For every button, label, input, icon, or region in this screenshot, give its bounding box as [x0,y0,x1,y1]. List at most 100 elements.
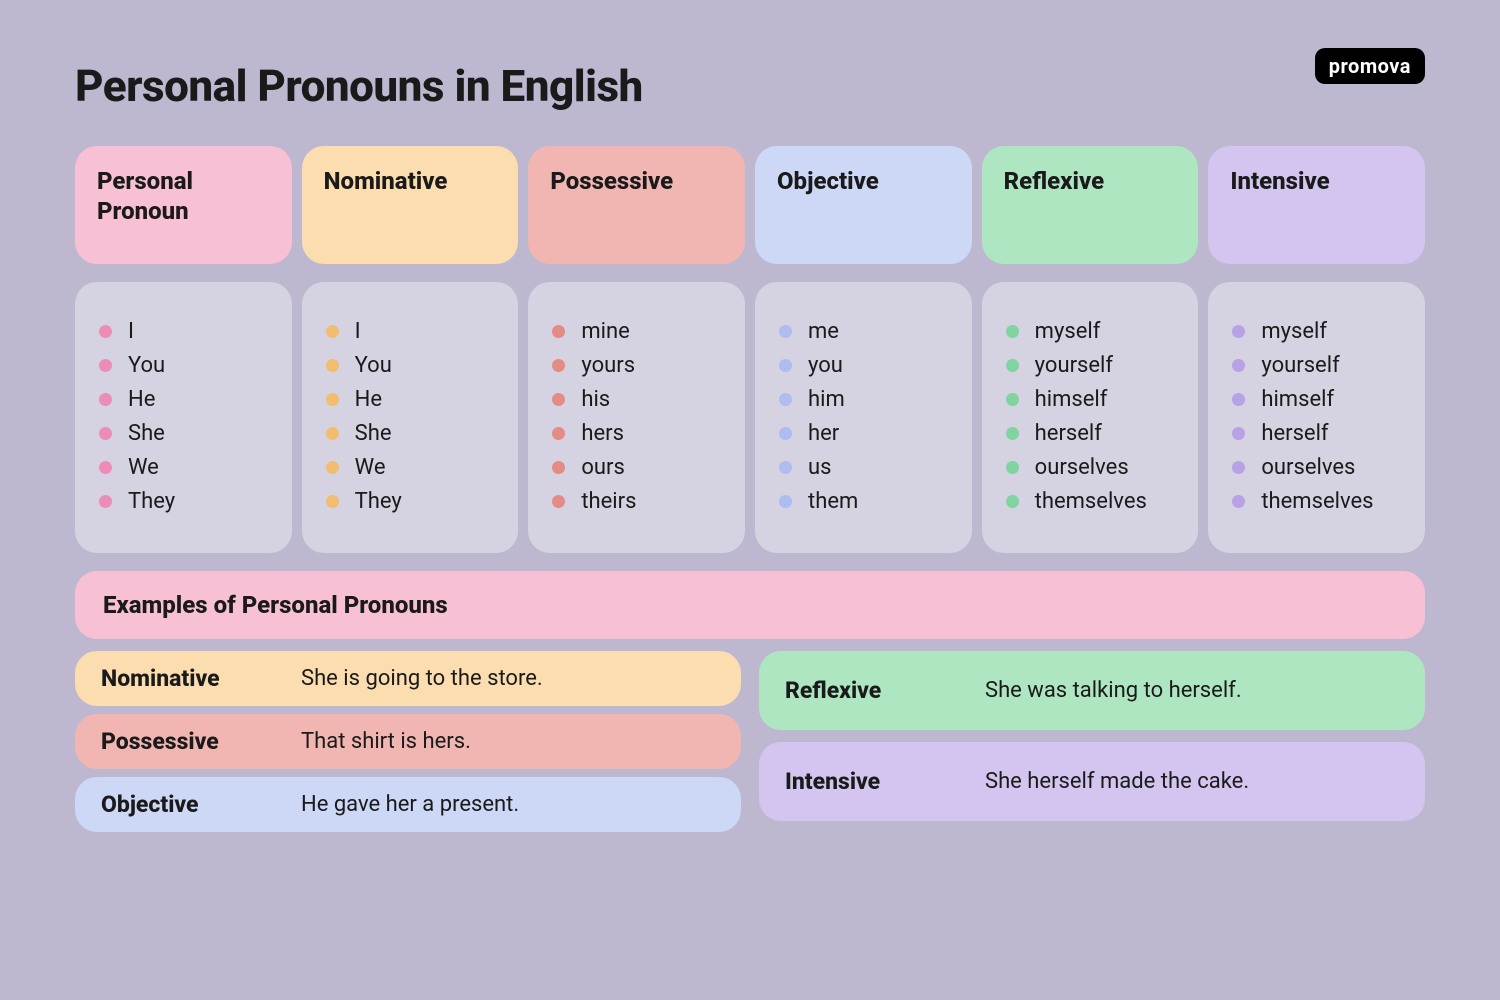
list-item-label: ourselves [1261,455,1355,480]
bullet-icon [1232,359,1245,372]
list-item: We [99,455,268,480]
column-header: Personal Pronoun [75,146,292,264]
bullet-icon [552,461,565,474]
list-item: They [99,489,268,514]
bullet-icon [552,325,565,338]
list-item-label: themselves [1035,489,1147,514]
list-item-label: We [128,455,159,480]
examples-header: Examples of Personal Pronouns [75,571,1425,639]
list-item: ours [552,455,721,480]
list-item-label: me [808,319,839,344]
bullet-icon [326,461,339,474]
list-item: He [99,387,268,412]
list-item-label: myself [1261,319,1327,344]
bullet-icon [1006,325,1019,338]
bullet-icon [326,325,339,338]
bullet-icon [1232,325,1245,338]
list-item-label: ourselves [1035,455,1129,480]
column-header: Possessive [528,146,745,264]
bullet-icon [99,495,112,508]
column-header: Intensive [1208,146,1425,264]
list-item-label: him [808,387,845,412]
list-item: us [779,455,948,480]
list-item-label: yours [581,353,635,378]
list-item-label: She [355,421,392,446]
list-item: myself [1006,319,1175,344]
bullet-icon [1006,359,1019,372]
list-item: She [99,421,268,446]
column-header: Objective [755,146,972,264]
example-row: ObjectiveHe gave her a present. [75,777,741,832]
list-item-label: You [128,353,165,378]
list-item: me [779,319,948,344]
bullet-icon [779,495,792,508]
column-header: Nominative [302,146,519,264]
list-item: yourself [1232,353,1401,378]
list-item-label: yourself [1035,353,1113,378]
page-title: Personal Pronouns in English [75,60,1425,112]
list-item: you [779,353,948,378]
bullet-icon [1006,461,1019,474]
list-item-label: you [808,353,843,378]
examples-wrap: NominativeShe is going to the store.Poss… [75,651,1425,832]
list-item-label: theirs [581,489,636,514]
bullet-icon [99,461,112,474]
bullet-icon [99,427,112,440]
list-item: ourselves [1232,455,1401,480]
list-item-label: his [581,387,610,412]
column-header: Reflexive [982,146,1199,264]
bullet-icon [1232,393,1245,406]
list-item: You [99,353,268,378]
bullet-icon [99,393,112,406]
list-item: I [99,319,268,344]
list-item: He [326,387,495,412]
bullet-icon [779,461,792,474]
bullet-icon [99,325,112,338]
example-label: Reflexive [785,677,985,704]
bullet-icon [552,427,565,440]
list-item-label: us [808,455,831,480]
bullet-icon [326,495,339,508]
examples-right-column: ReflexiveShe was talking to herself. Inte… [759,651,1425,832]
list-item: himself [1006,387,1175,412]
example-label: Possessive [101,728,301,755]
list-item-label: He [355,387,382,412]
list-item: myself [1232,319,1401,344]
example-label: Intensive [785,768,985,795]
bullet-icon [1232,461,1245,474]
list-item: herself [1232,421,1401,446]
list-item-label: hers [581,421,624,446]
list-item: himself [1232,387,1401,412]
list-item: them [779,489,948,514]
list-item: herself [1006,421,1175,446]
list-item: She [326,421,495,446]
list-item: him [779,387,948,412]
list-item-label: herself [1261,421,1328,446]
bullet-icon [1232,495,1245,508]
list-item: ourselves [1006,455,1175,480]
list-item: hers [552,421,721,446]
example-text: She is going to the store. [301,666,543,691]
example-text: That shirt is hers. [301,729,471,754]
list-item: yourself [1006,353,1175,378]
list-item-label: She [128,421,165,446]
bullet-icon [779,359,792,372]
bullet-icon [779,427,792,440]
list-item: They [326,489,495,514]
example-row: ReflexiveShe was talking to herself. [759,651,1425,730]
bullet-icon [326,359,339,372]
list-item: themselves [1232,489,1401,514]
list-item-label: You [355,353,392,378]
list-item-label: They [128,489,175,514]
column-body: myself yourself himself herself ourselves the… [982,282,1199,553]
list-item-label: He [128,387,155,412]
list-item-label: them [808,489,858,514]
example-label: Objective [101,791,301,818]
example-text: She herself made the cake. [985,769,1249,794]
example-row: PossessiveThat shirt is hers. [75,714,741,769]
bullet-icon [1006,427,1019,440]
bullet-icon [1232,427,1245,440]
bullet-icon [552,495,565,508]
example-row: IntensiveShe herself made the cake. [759,742,1425,821]
bullet-icon [779,393,792,406]
